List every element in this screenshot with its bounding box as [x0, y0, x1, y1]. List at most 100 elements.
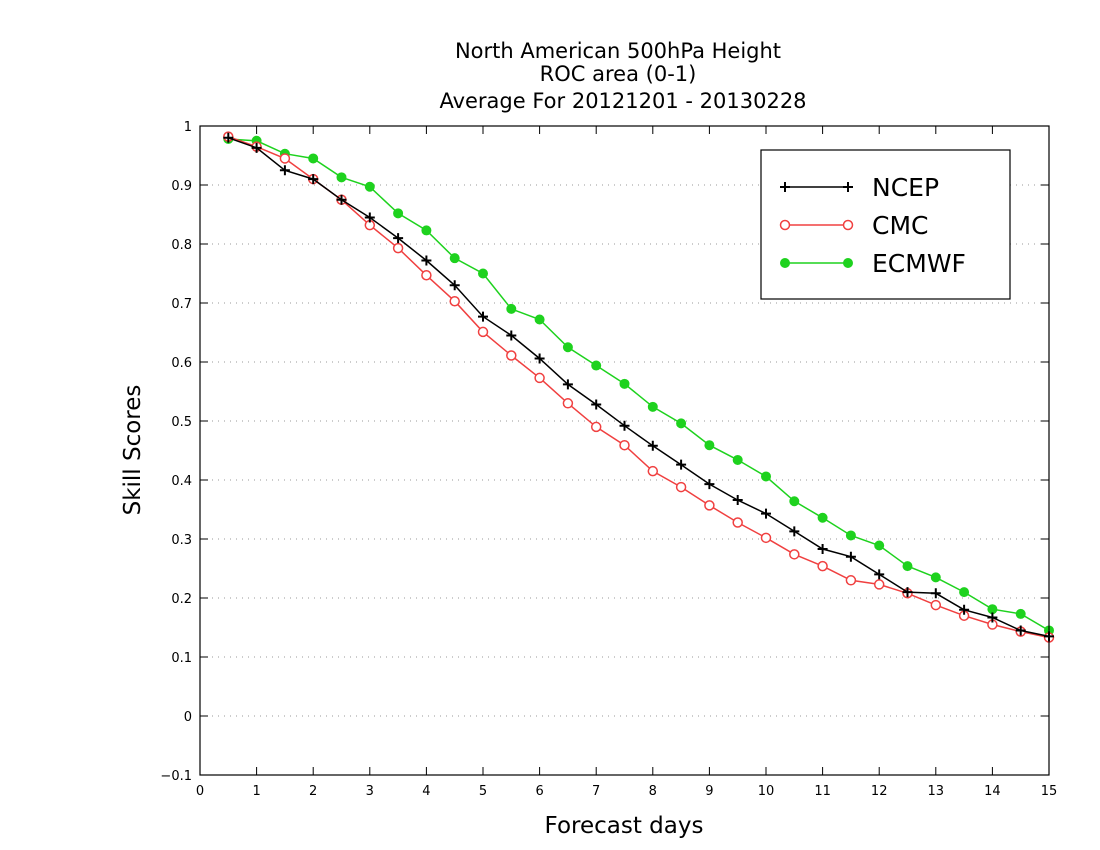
data-point-ncep: [676, 459, 687, 470]
y-tick-label: 0.4: [171, 474, 192, 489]
x-tick-label: 9: [705, 784, 713, 799]
x-axis-ticks: 0 1 2 3 4 5 6 7 8 9 10 11 12 13 14 15: [196, 126, 1057, 799]
data-point-ecmwf: [449, 253, 460, 264]
data-point-ncep: [364, 212, 375, 223]
data-point-ncep: [449, 280, 460, 291]
legend-marker: [843, 182, 853, 192]
data-point-cmc: [930, 599, 942, 611]
chart-title-line-2: ROC area (0-1): [540, 62, 697, 86]
y-tick-label: 0.6: [171, 356, 192, 371]
data-point-ecmwf: [987, 604, 998, 615]
legend-entry-cmc: CMC: [779, 211, 928, 240]
legend-marker: [843, 258, 853, 268]
x-axis-label: Forecast days: [545, 813, 704, 839]
x-tick-label: 12: [871, 784, 888, 799]
x-tick-label: 4: [422, 784, 430, 799]
data-point-ncep: [789, 526, 800, 537]
data-point-ecmwf: [421, 225, 432, 236]
x-tick-label: 5: [479, 784, 487, 799]
x-tick-label: 14: [984, 784, 1001, 799]
data-point-ecmwf: [789, 496, 800, 507]
legend-label: ECMWF: [872, 249, 966, 278]
legend-marker: [842, 219, 854, 231]
data-point-ecmwf: [534, 314, 545, 325]
data-point-ncep: [534, 353, 545, 364]
data-point-ecmwf: [1015, 608, 1026, 619]
legend-marker: [779, 219, 791, 231]
x-tick-label: 1: [252, 784, 260, 799]
data-point-cmc: [873, 579, 885, 590]
data-point-cmc: [421, 270, 432, 281]
legend-entry-ncep: NCEP: [780, 173, 939, 202]
legend-marker: [780, 258, 790, 268]
data-point-ncep: [902, 587, 913, 598]
data-point-cmc: [647, 465, 659, 477]
data-point-cmc: [506, 350, 517, 361]
data-point-cmc: [449, 295, 460, 307]
y-tick-label: −0.1: [160, 769, 192, 784]
data-point-ecmwf: [336, 172, 347, 183]
x-tick-label: 13: [928, 784, 945, 799]
legend: NCEP CMC ECMWF: [760, 149, 1011, 300]
chart-title: North American 500hPa Height ROC area (0…: [439, 39, 806, 113]
data-point-ecmwf: [761, 471, 771, 482]
data-point-ncep: [619, 420, 630, 431]
data-point-ncep: [647, 440, 658, 451]
y-axis-label: Skill Scores: [120, 385, 146, 516]
data-point-ncep: [930, 588, 941, 599]
x-tick-label: 15: [1041, 784, 1058, 799]
data-point-cmc: [789, 549, 800, 560]
y-tick-label: 0.2: [171, 592, 192, 607]
y-tick-label: 0: [184, 710, 192, 725]
data-point-ncep: [845, 551, 856, 562]
x-tick-label: 11: [814, 784, 831, 799]
data-point-ncep: [421, 255, 432, 266]
chart-title-line-3: Average For 20121201 - 20130228: [439, 89, 806, 113]
legend-label: CMC: [872, 211, 928, 240]
data-point-ncep: [987, 612, 998, 623]
data-point-ecmwf: [478, 268, 488, 279]
x-tick-label: 8: [649, 784, 657, 799]
data-point-cmc: [845, 575, 857, 586]
y-tick-label: 0.1: [171, 651, 192, 666]
data-point-cmc: [279, 153, 291, 164]
data-point-ecmwf: [959, 587, 970, 598]
x-tick-label: 2: [309, 784, 317, 799]
x-tick-label: 6: [535, 784, 543, 799]
data-point-ncep: [959, 604, 970, 615]
y-tick-label: 1: [184, 120, 192, 135]
data-point-ncep: [478, 311, 488, 322]
data-point-ecmwf: [562, 342, 573, 353]
x-tick-label: 10: [758, 784, 775, 799]
data-point-ecmwf: [619, 378, 630, 389]
data-point-cmc: [590, 421, 602, 433]
legend-label: NCEP: [872, 173, 939, 202]
data-point-ncep: [308, 174, 319, 185]
data-point-cmc: [619, 439, 630, 451]
plot-area-frame: [199, 125, 1050, 776]
data-point-ncep: [562, 379, 573, 390]
data-point-cmc: [817, 560, 828, 572]
y-tick-label: 0.5: [171, 415, 192, 430]
data-point-ncep: [251, 142, 262, 153]
x-tick-label: 7: [592, 784, 600, 799]
series-cmc: [223, 131, 1055, 643]
chart-title-line-1: North American 500hPa Height: [455, 39, 781, 63]
data-point-ncep: [1015, 625, 1026, 636]
data-point-ncep: [279, 165, 290, 176]
data-point-ncep: [393, 233, 404, 244]
data-point-cmc: [534, 372, 545, 384]
legend-entry-ecmwf: ECMWF: [780, 249, 966, 278]
data-point-cmc: [704, 500, 715, 511]
data-point-ecmwf: [874, 540, 885, 551]
data-point-ecmwf: [902, 561, 913, 572]
data-point-ncep: [506, 330, 517, 341]
y-axis-ticks: −0.1 0 0.1 0.2 0.3 0.4 0.5 0.6 0.7 0.8 0.9 1: [160, 120, 1049, 784]
data-point-ecmwf: [591, 360, 602, 371]
data-point-ecmwf: [845, 530, 856, 541]
data-point-ncep: [761, 508, 771, 519]
data-point-ncep: [223, 132, 234, 143]
data-point-cmc: [477, 326, 489, 338]
series-ncep: [223, 132, 1054, 642]
